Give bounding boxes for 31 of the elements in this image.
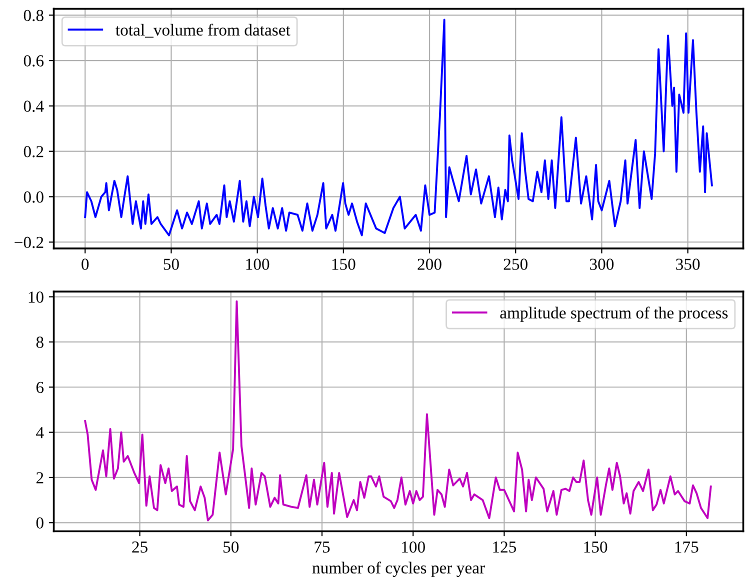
y-tick-label: 0.2: [24, 146, 44, 158]
y-tick-label: 6: [36, 382, 44, 394]
x-tick-label: 100: [402, 541, 425, 553]
x-tick-label: 150: [584, 541, 608, 553]
line-series: [84, 18, 713, 236]
legend-label: total_volume from dataset: [116, 24, 290, 38]
y-tick-label: 2: [36, 472, 44, 484]
legend-label: amplitude spectrum of the process: [500, 306, 728, 322]
y-tick-label: 0.0: [24, 191, 44, 203]
y-tick-label: 10: [28, 291, 44, 303]
y-tick-label: 0.6: [24, 55, 44, 67]
x-tick-label: 0: [82, 258, 89, 270]
x-tick-label: 175: [675, 542, 698, 553]
x-tick-label: 25: [132, 541, 148, 553]
y-tick-label: 0: [36, 517, 44, 529]
x-axis-title: number of cycles per year: [312, 562, 485, 577]
x-tick-label: 200: [418, 258, 442, 270]
x-tick-label: 150: [332, 258, 356, 270]
x-tick-label: 300: [590, 258, 614, 270]
y-tick-label: 0.8: [24, 10, 44, 22]
x-tick-label: 350: [676, 258, 700, 270]
x-tick-label: 75: [314, 542, 330, 553]
y-tick-label: 0.4: [24, 100, 44, 112]
x-tick-label: 100: [246, 258, 270, 270]
x-tick-label: 250: [504, 258, 528, 270]
x-tick-label: 125: [493, 541, 516, 553]
y-tick-label: −0.2: [14, 236, 44, 248]
x-tick-label: 50: [224, 541, 239, 553]
y-tick-label: 4: [36, 427, 44, 438]
x-tick-label: 50: [164, 258, 179, 270]
y-tick-label: 8: [36, 336, 44, 348]
